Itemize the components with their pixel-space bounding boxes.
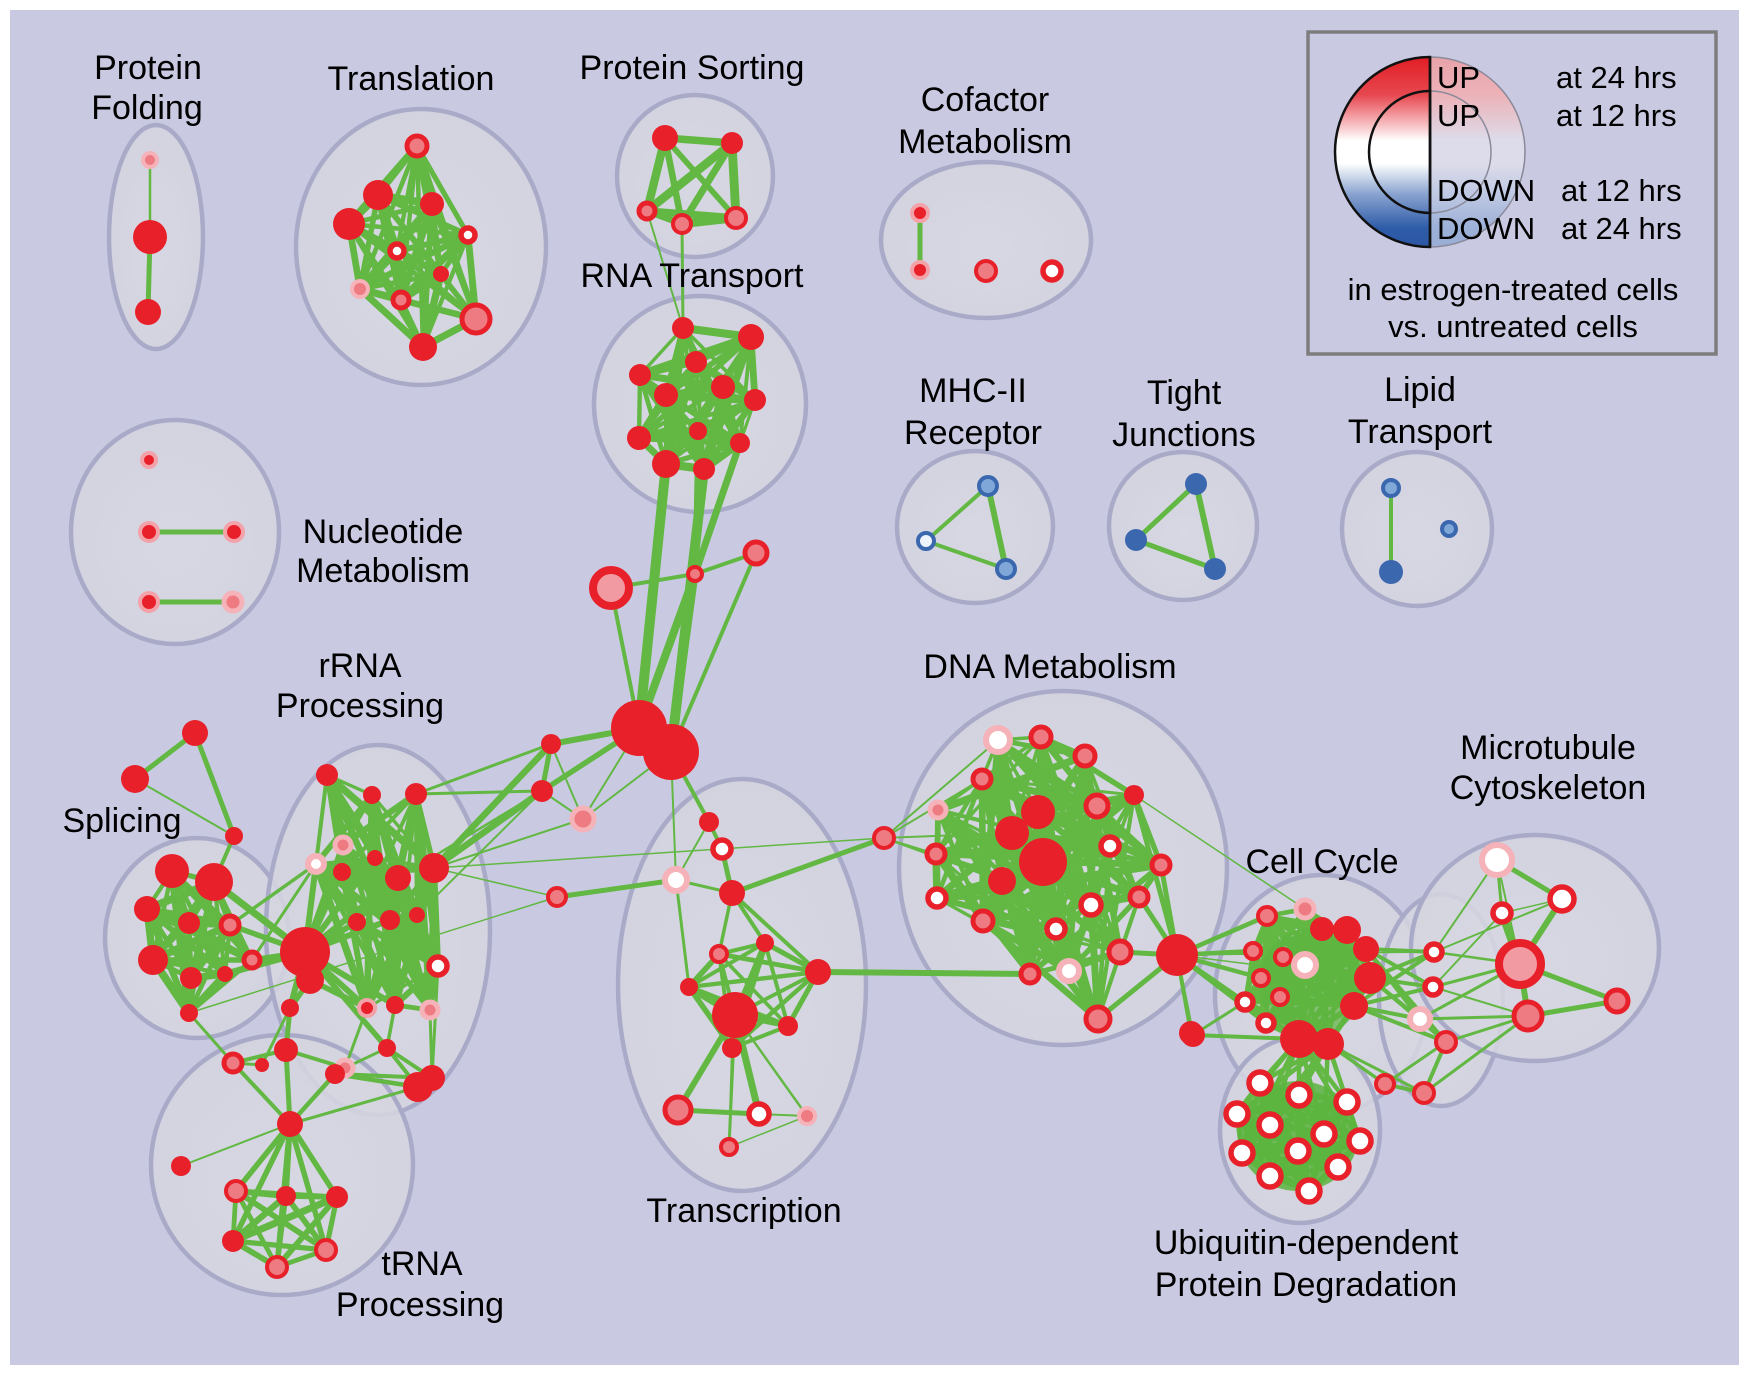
svg-text:tRNA: tRNA [381,1245,463,1283]
svg-text:Lipid: Lipid [1384,371,1456,409]
svg-text:Metabolism: Metabolism [898,123,1072,161]
svg-text:RNA Transport: RNA Transport [581,257,805,295]
svg-text:UP: UP [1437,98,1480,133]
svg-text:Ubiquitin-dependent: Ubiquitin-dependent [1154,1224,1459,1262]
svg-text:Cell Cycle: Cell Cycle [1245,843,1398,881]
svg-text:rRNA: rRNA [318,647,401,685]
svg-text:Transport: Transport [1348,413,1493,451]
svg-text:in estrogen-treated cells: in estrogen-treated cells [1348,272,1679,307]
svg-text:DOWN: DOWN [1437,211,1535,246]
svg-text:at 24 hrs: at 24 hrs [1561,211,1682,246]
svg-text:Junctions: Junctions [1112,416,1256,454]
svg-text:vs. untreated cells: vs. untreated cells [1388,309,1638,344]
svg-text:at 24 hrs: at 24 hrs [1556,60,1677,95]
svg-text:Nucleotide: Nucleotide [303,513,464,551]
svg-text:Protein Degradation: Protein Degradation [1155,1266,1457,1304]
svg-text:Splicing: Splicing [62,802,181,840]
svg-text:Protein: Protein [94,49,202,87]
svg-text:Protein Sorting: Protein Sorting [580,49,805,87]
svg-text:Transcription: Transcription [646,1192,841,1230]
svg-text:at 12 hrs: at 12 hrs [1556,98,1677,133]
svg-text:Processing: Processing [276,687,444,725]
svg-text:Receptor: Receptor [904,414,1042,452]
svg-text:Tight: Tight [1147,374,1222,412]
svg-text:Metabolism: Metabolism [296,552,470,590]
svg-text:DOWN: DOWN [1437,173,1535,208]
svg-text:Translation: Translation [328,60,495,98]
svg-text:DNA Metabolism: DNA Metabolism [923,648,1176,686]
svg-text:Microtubule: Microtubule [1460,729,1636,767]
svg-text:Cofactor: Cofactor [921,81,1050,119]
svg-text:Folding: Folding [91,89,203,127]
svg-text:UP: UP [1437,60,1480,95]
svg-text:MHC-II: MHC-II [919,372,1027,410]
svg-text:Cytoskeleton: Cytoskeleton [1450,769,1647,807]
svg-text:Processing: Processing [336,1286,504,1324]
svg-text:at 12 hrs: at 12 hrs [1561,173,1682,208]
